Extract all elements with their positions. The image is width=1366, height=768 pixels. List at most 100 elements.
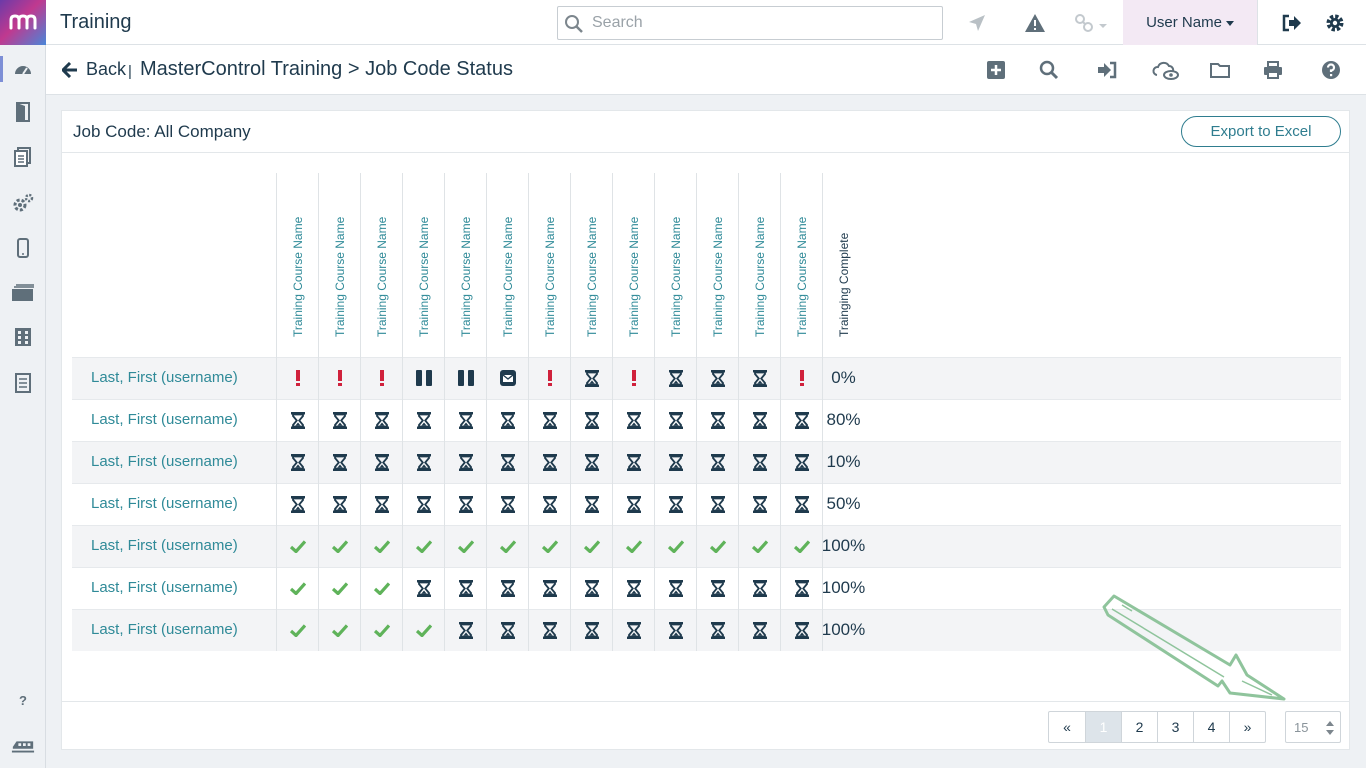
user-name-link[interactable]: Last, First (username) <box>91 579 238 596</box>
status-cell[interactable] <box>360 483 402 525</box>
status-cell[interactable] <box>528 441 570 483</box>
status-cell[interactable] <box>276 567 318 609</box>
status-cell[interactable] <box>360 609 402 651</box>
status-cell[interactable] <box>444 525 486 567</box>
status-cell[interactable] <box>612 525 654 567</box>
warning-icon[interactable] <box>1022 10 1048 36</box>
status-cell[interactable] <box>276 525 318 567</box>
page-last-button[interactable]: » <box>1229 712 1265 742</box>
page-1-button[interactable]: 1 <box>1085 712 1121 742</box>
documents-icon[interactable] <box>11 145 35 169</box>
status-cell[interactable] <box>318 399 360 441</box>
user-name-link[interactable]: Last, First (username) <box>91 621 238 638</box>
status-cell[interactable] <box>570 609 612 651</box>
status-cell[interactable] <box>780 609 822 651</box>
status-cell[interactable] <box>486 399 528 441</box>
gear-icon[interactable] <box>1322 10 1348 36</box>
status-cell[interactable] <box>780 399 822 441</box>
page-4-button[interactable]: 4 <box>1193 712 1229 742</box>
report-list-icon[interactable] <box>11 371 35 395</box>
mobile-device-icon[interactable] <box>11 236 35 260</box>
status-cell[interactable] <box>780 483 822 525</box>
status-cell[interactable] <box>654 609 696 651</box>
status-cell[interactable] <box>444 609 486 651</box>
search-input[interactable] <box>592 7 932 39</box>
status-cell[interactable] <box>318 357 360 399</box>
status-cell[interactable] <box>738 567 780 609</box>
status-cell[interactable] <box>528 609 570 651</box>
column-header-course[interactable]: Training Course Name <box>486 173 528 357</box>
column-header-course[interactable]: Training Course Name <box>612 173 654 357</box>
status-cell[interactable] <box>696 357 738 399</box>
status-cell[interactable] <box>486 609 528 651</box>
help-circle-icon[interactable] <box>1318 57 1344 83</box>
column-header-course[interactable]: Training Course Name <box>696 173 738 357</box>
column-header-course[interactable]: Training Course Name <box>528 173 570 357</box>
status-cell[interactable] <box>528 525 570 567</box>
status-cell[interactable] <box>570 357 612 399</box>
page-3-button[interactable]: 3 <box>1157 712 1193 742</box>
column-header-course[interactable]: Training Course Name <box>402 173 444 357</box>
status-cell[interactable] <box>402 399 444 441</box>
user-name-link[interactable]: Last, First (username) <box>91 453 238 470</box>
status-cell[interactable] <box>738 609 780 651</box>
status-cell[interactable] <box>696 441 738 483</box>
status-cell[interactable] <box>696 567 738 609</box>
status-cell[interactable] <box>612 483 654 525</box>
status-cell[interactable] <box>738 483 780 525</box>
status-cell[interactable] <box>486 483 528 525</box>
status-cell[interactable] <box>570 399 612 441</box>
door-icon[interactable] <box>11 100 35 124</box>
column-header-course[interactable]: Training Course Name <box>570 173 612 357</box>
status-cell[interactable] <box>612 441 654 483</box>
status-cell[interactable] <box>402 357 444 399</box>
settings-gears-icon[interactable] <box>11 191 35 215</box>
print-icon[interactable] <box>1260 57 1286 83</box>
status-cell[interactable] <box>318 441 360 483</box>
status-cell[interactable] <box>360 357 402 399</box>
column-header-course[interactable]: Training Course Name <box>444 173 486 357</box>
status-cell[interactable] <box>402 441 444 483</box>
status-cell[interactable] <box>318 609 360 651</box>
status-cell[interactable] <box>738 399 780 441</box>
status-cell[interactable] <box>360 525 402 567</box>
status-cell[interactable] <box>318 483 360 525</box>
status-cell[interactable] <box>654 567 696 609</box>
status-cell[interactable] <box>654 525 696 567</box>
status-cell[interactable] <box>276 483 318 525</box>
search-icon[interactable] <box>1036 57 1062 83</box>
status-cell[interactable] <box>780 525 822 567</box>
column-header-course[interactable]: Training Course Name <box>654 173 696 357</box>
status-cell[interactable] <box>612 399 654 441</box>
status-cell[interactable] <box>276 357 318 399</box>
user-name-link[interactable]: Last, First (username) <box>91 369 238 386</box>
status-cell[interactable] <box>360 399 402 441</box>
search-box[interactable] <box>557 6 943 40</box>
link-dropdown-icon[interactable] <box>1072 10 1112 36</box>
column-header-course[interactable]: Training Course Name <box>780 173 822 357</box>
page-size-select[interactable]: 15 <box>1285 711 1341 743</box>
status-cell[interactable] <box>528 357 570 399</box>
status-cell[interactable] <box>780 567 822 609</box>
status-cell[interactable] <box>654 483 696 525</box>
user-name-link[interactable]: Last, First (username) <box>91 411 238 428</box>
folders-icon[interactable] <box>11 281 35 305</box>
status-cell[interactable] <box>738 357 780 399</box>
status-cell[interactable] <box>444 483 486 525</box>
status-cell[interactable] <box>696 483 738 525</box>
help-icon[interactable]: ? <box>19 692 27 708</box>
status-cell[interactable] <box>696 399 738 441</box>
status-cell[interactable] <box>444 567 486 609</box>
status-cell[interactable] <box>654 441 696 483</box>
add-icon[interactable] <box>983 57 1009 83</box>
status-cell[interactable] <box>276 609 318 651</box>
status-cell[interactable] <box>654 399 696 441</box>
page-first-button[interactable]: « <box>1063 719 1071 735</box>
status-cell[interactable] <box>318 525 360 567</box>
dashboard-icon[interactable] <box>11 57 35 81</box>
page-2-button[interactable]: 2 <box>1121 712 1157 742</box>
status-cell[interactable] <box>444 399 486 441</box>
column-header-course[interactable]: Training Course Name <box>360 173 402 357</box>
status-cell[interactable] <box>486 357 528 399</box>
status-cell[interactable] <box>402 567 444 609</box>
